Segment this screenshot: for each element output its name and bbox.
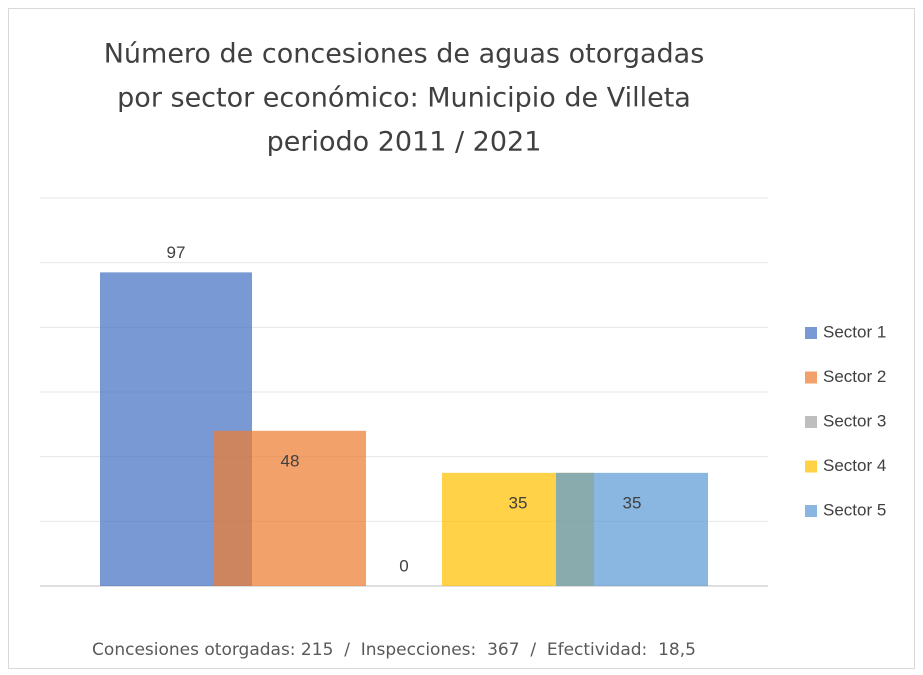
legend-swatch bbox=[805, 371, 817, 384]
legend-label: Sector 4 bbox=[823, 456, 886, 475]
data-label: 35 bbox=[509, 493, 528, 512]
data-label: 0 bbox=[399, 556, 408, 575]
legend-swatch bbox=[805, 416, 817, 428]
data-label: 48 bbox=[281, 451, 300, 470]
legend-label: Sector 5 bbox=[823, 500, 886, 519]
bar bbox=[214, 430, 366, 586]
data-label: 97 bbox=[167, 243, 186, 262]
legend-label: Sector 3 bbox=[823, 411, 886, 430]
data-label: 35 bbox=[623, 493, 642, 512]
legend-swatch bbox=[805, 505, 817, 517]
bar bbox=[556, 472, 708, 586]
legend-swatch bbox=[805, 460, 817, 473]
legend-swatch bbox=[805, 327, 817, 339]
x-tick-label: Concesiones otorgadas: 215 / Inspeccione… bbox=[92, 640, 696, 660]
legend-label: Sector 1 bbox=[823, 322, 886, 341]
chart-title: Número de concesiones de aguas otorgadas bbox=[104, 39, 705, 70]
chart-title: periodo 2011 / 2021 bbox=[267, 127, 542, 158]
chart-title: por sector económico: Municipio de Ville… bbox=[117, 83, 691, 114]
legend-label: Sector 2 bbox=[823, 367, 886, 386]
